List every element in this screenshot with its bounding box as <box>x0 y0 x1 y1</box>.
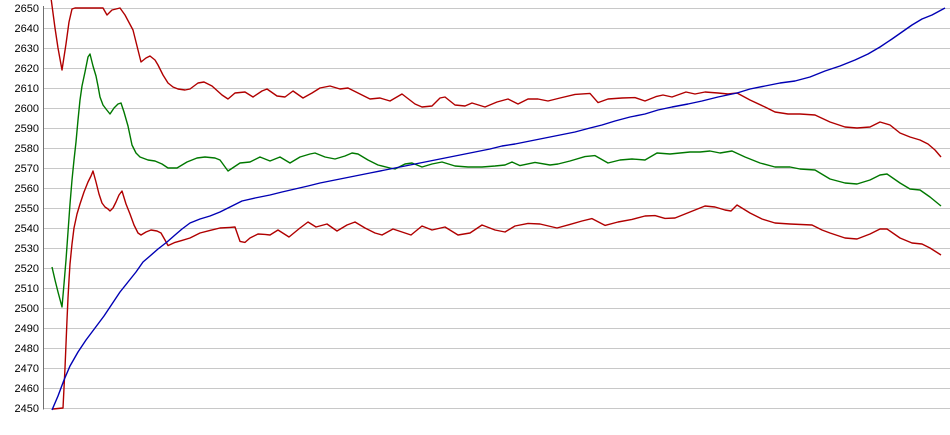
y-axis-label: 2540 <box>15 223 39 235</box>
y-axis-label: 2450 <box>15 403 39 415</box>
y-axis-label: 2470 <box>15 363 39 375</box>
y-axis-label: 2650 <box>15 3 39 15</box>
y-axis-label: 2510 <box>15 283 39 295</box>
series-green-line <box>51 53 942 308</box>
y-axis-label: 2580 <box>15 143 39 155</box>
y-axis-label: 2630 <box>15 43 39 55</box>
y-axis-label: 2460 <box>15 383 39 395</box>
series-blue-line <box>51 7 946 411</box>
y-axis-label: 2530 <box>15 243 39 255</box>
y-axis-label: 2610 <box>15 83 39 95</box>
y-axis-label: 2570 <box>15 163 39 175</box>
series-upper-red-line <box>50 0 942 158</box>
series-lower-red-line <box>52 170 942 410</box>
y-axis-label: 2490 <box>15 323 39 335</box>
y-axis-label: 2550 <box>15 203 39 215</box>
y-axis-label: 2560 <box>15 183 39 195</box>
y-axis-label: 2590 <box>15 123 39 135</box>
y-axis-label: 2620 <box>15 63 39 75</box>
y-axis-label: 2520 <box>15 263 39 275</box>
y-axis-label: 2600 <box>15 103 39 115</box>
y-axis-label: 2480 <box>15 343 39 355</box>
y-axis-label: 2640 <box>15 23 39 35</box>
y-axis-label: 2500 <box>15 303 39 315</box>
